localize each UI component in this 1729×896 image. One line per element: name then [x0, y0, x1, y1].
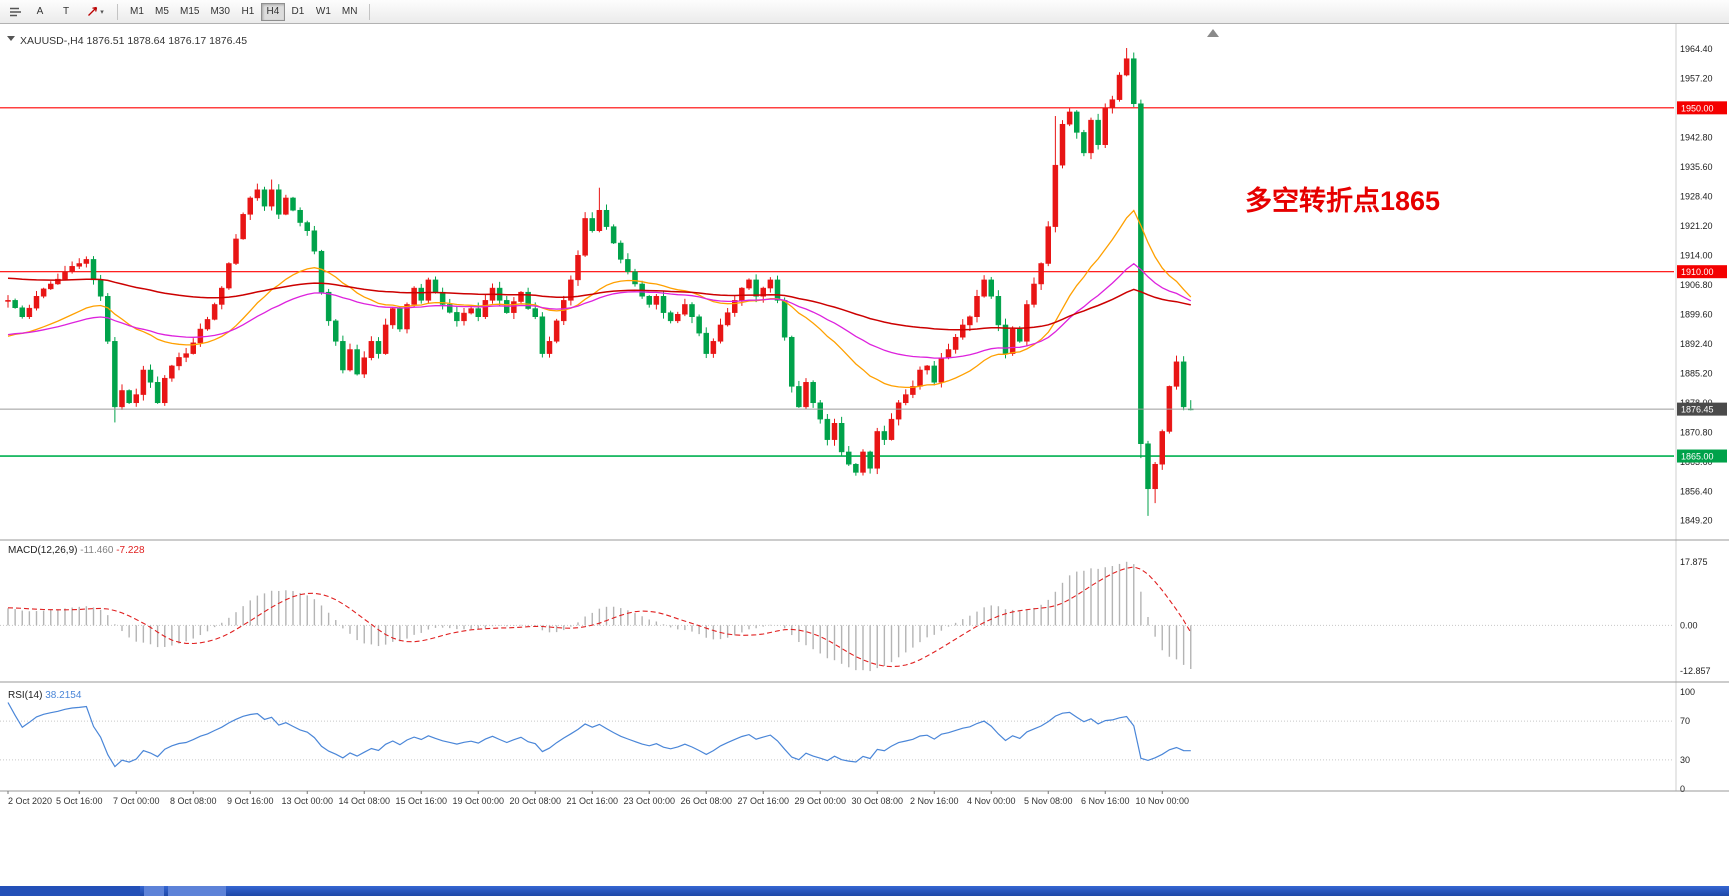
time-axis-label: 5 Oct 16:00: [56, 796, 103, 806]
price-axis-label: 1885.20: [1680, 368, 1713, 378]
time-axis-label: 8 Oct 08:00: [170, 796, 217, 806]
macd-axis-label: -12.857: [1680, 666, 1711, 676]
draw-arrow-icon[interactable]: ▾: [80, 2, 110, 22]
time-axis-label: 6 Nov 16:00: [1081, 796, 1130, 806]
price-axis-label: 1892.40: [1680, 339, 1713, 349]
price-badge: [1677, 265, 1727, 279]
ma-fast-orange[interactable]: [7, 209, 1192, 389]
price-axis-label: 1906.80: [1680, 280, 1713, 290]
price-badge: [1677, 101, 1727, 115]
timeframe-button-m1[interactable]: M1: [125, 3, 149, 21]
toolbar: A T ▾ M1 M5 M15 M30 H1 H4 D1 W1 MN: [0, 0, 1729, 24]
text-tool-button[interactable]: T: [54, 3, 78, 21]
chart-title: XAUUSD-,H4 1876.51 1878.64 1876.17 1876.…: [20, 35, 247, 47]
time-axis-label: 21 Oct 16:00: [566, 796, 618, 806]
price-axis-label: 1921.20: [1680, 221, 1713, 231]
chevron-down-icon: ▾: [100, 8, 104, 16]
rsi-line: [7, 702, 1191, 768]
time-axis-label: 13 Oct 00:00: [281, 796, 333, 806]
price-axis: 1964.40 1957.20 1950.00 1942.80 1935.60 1928.…: [1677, 44, 1727, 526]
timeframe-button-mn[interactable]: MN: [337, 3, 363, 21]
price-badge: [1677, 402, 1727, 416]
symbol-dropdown-icon[interactable]: [7, 36, 15, 41]
price-axis-label: 1849.20: [1680, 516, 1713, 526]
price-axis-label: 1856.40: [1680, 486, 1713, 496]
macd-axis-label: 0.00: [1680, 620, 1698, 630]
chart-area: XAUUSD-,H4 1876.51 1878.64 1876.17 1876.…: [0, 24, 1729, 891]
time-axis-label: 26 Oct 08:00: [680, 796, 732, 806]
price-axis-label: 1942.80: [1680, 132, 1713, 142]
price-axis-label: 1964.40: [1680, 44, 1713, 54]
toolbar-separator: [369, 3, 371, 20]
time-axis-label: 19 Oct 00:00: [452, 796, 504, 806]
time-axis-label: 7 Oct 00:00: [113, 796, 160, 806]
price-chart[interactable]: XAUUSD-,H4 1876.51 1878.64 1876.17 1876.…: [0, 24, 1729, 886]
taskbar: [0, 886, 1729, 896]
price-badge-label: 1876.45: [1681, 405, 1714, 415]
annotation-text[interactable]: 多空转折点1865: [1245, 185, 1440, 216]
time-axis-label: 4 Nov 00:00: [967, 796, 1016, 806]
price-axis-label: 1870.80: [1680, 427, 1713, 437]
price-axis-label: 1957.20: [1680, 73, 1713, 83]
rsi-axis-label: 0: [1680, 784, 1685, 794]
taskbar-item[interactable]: [168, 886, 226, 896]
price-axis-label: 1928.40: [1680, 191, 1713, 201]
time-axis-label: 23 Oct 00:00: [623, 796, 675, 806]
time-axis-label: 27 Oct 16:00: [737, 796, 789, 806]
moving-averages-layer: [7, 209, 1192, 389]
timeframe-group: M1 M5 M15 M30 H1 H4 D1 W1 MN: [125, 2, 363, 21]
timeframe-button-d1[interactable]: D1: [286, 3, 310, 21]
timeframe-button-m5[interactable]: M5: [150, 3, 174, 21]
rsi-axis-label: 30: [1680, 755, 1690, 765]
rsi-pane: [0, 702, 1674, 768]
cursor-tool-button[interactable]: A: [28, 3, 52, 21]
time-axis-label: 29 Oct 00:00: [794, 796, 846, 806]
ma-mid-magenta[interactable]: [7, 262, 1192, 359]
price-badge-label: 1865.00: [1681, 452, 1714, 462]
timeframe-button-m15[interactable]: M15: [175, 3, 204, 21]
macd-signal-line: [7, 566, 1192, 668]
time-axis-label: 15 Oct 16:00: [395, 796, 447, 806]
rsi-label: RSI(14) 38.2154: [8, 690, 82, 701]
time-axis-label: 9 Oct 16:00: [227, 796, 274, 806]
timeframe-button-w1[interactable]: W1: [311, 3, 336, 21]
horizontal-lines-layer: [0, 107, 1674, 457]
price-axis-label: 1935.60: [1680, 162, 1713, 172]
chart-shift-marker-icon[interactable]: [1207, 29, 1219, 37]
price-badge: [1677, 449, 1727, 463]
timeframe-button-h1[interactable]: H1: [236, 3, 260, 21]
charts-list-icon[interactable]: [4, 2, 26, 22]
time-axis-label: 10 Nov 00:00: [1135, 796, 1189, 806]
price-badge-label: 1950.00: [1681, 103, 1714, 113]
time-axis-label: 14 Oct 08:00: [338, 796, 390, 806]
taskbar-item[interactable]: [0, 886, 140, 896]
toolbar-separator: [117, 3, 118, 20]
taskbar-item[interactable]: [144, 886, 164, 896]
macd-label: MACD(12,26,9) -11.460 -7.228: [8, 545, 145, 556]
macd-axis-label: 17.875: [1680, 557, 1708, 567]
rsi-axis-label: 100: [1680, 687, 1695, 697]
price-badge-label: 1910.00: [1681, 267, 1714, 277]
time-axis-label: 2 Oct 2020: [8, 796, 52, 806]
time-axis-label: 2 Nov 16:00: [910, 796, 959, 806]
timeframe-button-h4[interactable]: H4: [260, 2, 285, 21]
price-axis-label: 1914.00: [1680, 250, 1713, 260]
time-axis-label: 20 Oct 08:00: [509, 796, 561, 806]
time-axis-label: 5 Nov 08:00: [1024, 796, 1073, 806]
time-axis-label: 30 Oct 08:00: [851, 796, 903, 806]
rsi-axis-label: 70: [1680, 716, 1690, 726]
macd-pane: [0, 561, 1674, 672]
price-axis-label: 1899.60: [1680, 309, 1713, 319]
candles-layer: [5, 48, 1194, 516]
timeframe-button-m30[interactable]: M30: [205, 3, 234, 21]
time-axis: 2 Oct 2020 5 Oct 16:00 7 Oct 00:00 8 Oct 08…: [7, 791, 1189, 806]
ma-slow-red[interactable]: [7, 277, 1191, 331]
